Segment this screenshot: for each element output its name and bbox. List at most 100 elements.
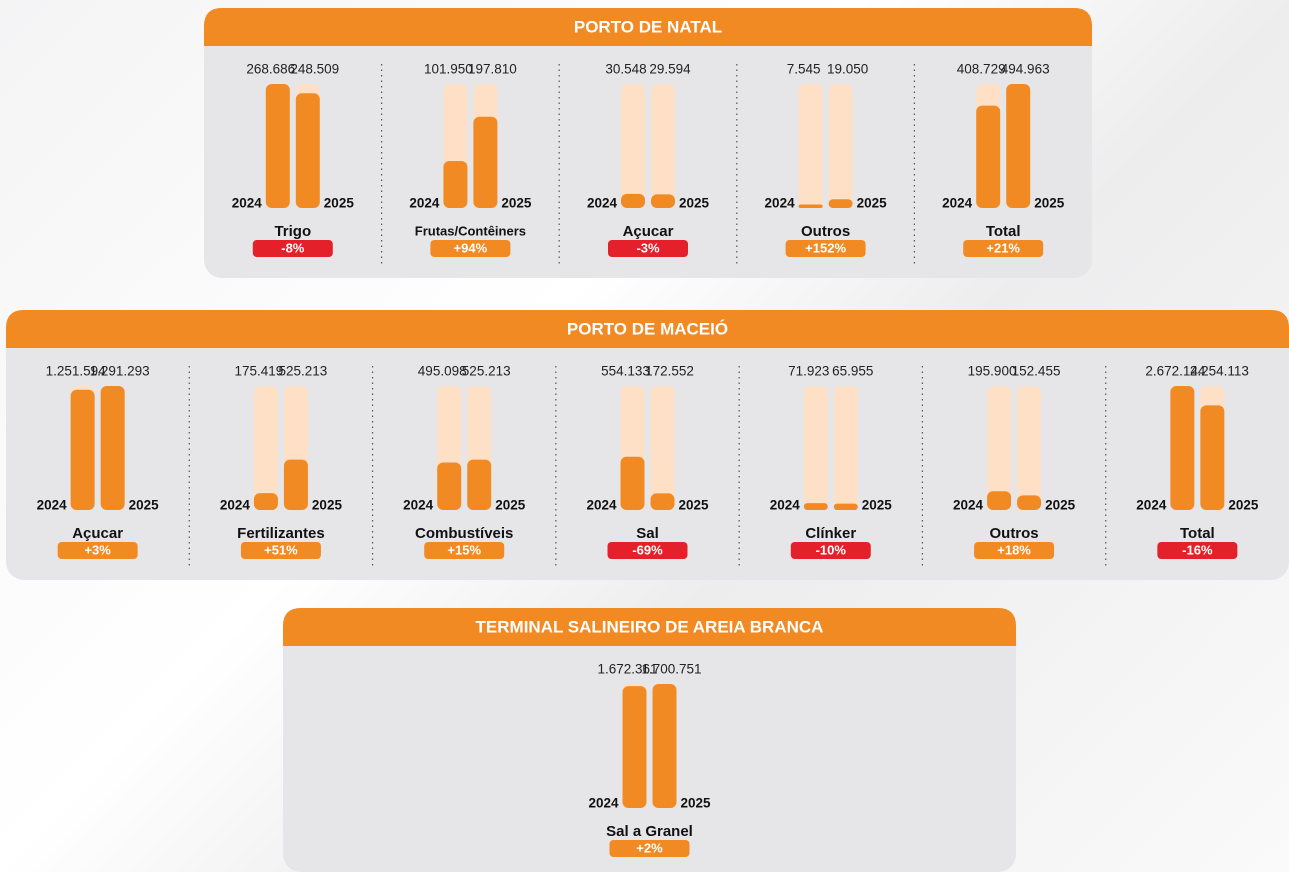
item-name: Trigo xyxy=(274,223,311,240)
bar xyxy=(283,459,308,510)
item-name: Sal xyxy=(636,525,659,542)
year-label: 2024 xyxy=(403,498,434,513)
value-label: 195.900 xyxy=(968,364,1017,379)
bar-track xyxy=(833,386,858,510)
item-name: Açucar xyxy=(72,525,123,542)
year-label: 2024 xyxy=(37,498,68,513)
bar xyxy=(1170,386,1195,510)
change-label: -3% xyxy=(636,240,660,255)
bar-track xyxy=(253,386,278,510)
value-label: 494.963 xyxy=(1001,62,1050,77)
item-name: Frutas/Contêiners xyxy=(415,223,526,238)
value-label: 1.700.751 xyxy=(641,662,701,677)
panel xyxy=(283,608,1016,872)
year-label: 2024 xyxy=(409,196,440,211)
change-label: +94% xyxy=(454,240,488,255)
item-name: Outros xyxy=(989,525,1038,542)
value-label: 525.213 xyxy=(279,364,328,379)
bar xyxy=(803,503,828,510)
change-label: +51% xyxy=(264,542,298,557)
year-label: 2025 xyxy=(501,196,532,211)
year-label: 2024 xyxy=(232,196,263,211)
item-name: Total xyxy=(1180,525,1215,542)
value-label: 175.419 xyxy=(235,364,284,379)
year-label: 2025 xyxy=(1045,498,1076,513)
panel-header xyxy=(283,608,1016,646)
bar xyxy=(650,493,675,510)
year-label: 2024 xyxy=(765,196,796,211)
item-name: Total xyxy=(986,223,1021,240)
change-badge xyxy=(424,542,505,559)
bar xyxy=(798,204,823,208)
year-label: 2024 xyxy=(942,196,973,211)
year-label: 2025 xyxy=(1228,498,1259,513)
value-label: 197.810 xyxy=(468,62,517,77)
item-name: Clínker xyxy=(805,525,856,542)
value-label: 71.923 xyxy=(788,364,829,379)
item-name: Combustíveis xyxy=(415,525,513,542)
bar xyxy=(100,386,125,510)
value-label: 525.213 xyxy=(462,364,511,379)
bar xyxy=(622,686,647,808)
bar xyxy=(1006,84,1031,208)
value-label: 2.672.144 xyxy=(1145,364,1206,379)
panel-header xyxy=(6,310,1289,348)
bar-track xyxy=(621,84,645,208)
year-label: 2025 xyxy=(312,498,343,513)
bar xyxy=(652,684,677,808)
item-name: Sal a Granel xyxy=(606,823,693,840)
item-name: Açucar xyxy=(623,223,674,240)
change-label: +21% xyxy=(986,240,1020,255)
bar xyxy=(253,493,278,510)
bar-track xyxy=(803,386,828,510)
bar-track xyxy=(1017,386,1042,510)
bar xyxy=(437,462,462,510)
value-label: 65.955 xyxy=(832,364,873,379)
value-label: 248.509 xyxy=(290,62,339,77)
change-badge xyxy=(609,840,690,857)
change-badge xyxy=(785,240,866,257)
change-label: -8% xyxy=(281,240,305,255)
value-label: 1.672.361 xyxy=(597,662,657,677)
value-label: 152.455 xyxy=(1012,364,1061,379)
year-label: 2024 xyxy=(586,498,617,513)
bar xyxy=(833,503,858,510)
bar xyxy=(828,199,853,208)
change-badge xyxy=(790,542,871,559)
change-label: -16% xyxy=(1182,542,1213,557)
change-badge xyxy=(963,240,1044,257)
year-label: 2024 xyxy=(953,498,984,513)
panel xyxy=(204,8,1092,278)
change-badge xyxy=(57,542,138,559)
change-label: -10% xyxy=(816,542,847,557)
year-label: 2025 xyxy=(495,498,526,513)
value-label: 408.729 xyxy=(957,62,1006,77)
change-badge xyxy=(607,542,688,559)
bar xyxy=(620,456,645,510)
value-label: 554.133 xyxy=(601,364,650,379)
panel-title: TERMINAL SALINEIRO DE AREIA BRANCA xyxy=(476,617,824,636)
value-label: 101.950 xyxy=(424,62,473,77)
change-label: +2% xyxy=(636,840,663,855)
year-label: 2024 xyxy=(770,498,801,513)
bar xyxy=(265,84,290,208)
panel xyxy=(6,310,1289,580)
year-label: 2025 xyxy=(679,498,710,513)
value-label: 495.098 xyxy=(418,364,467,379)
year-label: 2025 xyxy=(681,796,712,811)
bar-track xyxy=(828,84,853,208)
bar-track xyxy=(987,386,1012,510)
year-label: 2025 xyxy=(324,196,355,211)
value-label: 30.548 xyxy=(605,62,646,77)
change-label: +18% xyxy=(997,542,1031,557)
panel-title: PORTO DE MACEIÓ xyxy=(567,319,728,338)
year-label: 2024 xyxy=(1136,498,1167,513)
bar-track xyxy=(650,386,675,510)
change-badge xyxy=(252,240,333,257)
change-badge xyxy=(240,542,321,559)
value-label: 1.251.594 xyxy=(46,364,107,379)
change-label: +152% xyxy=(805,240,846,255)
bar xyxy=(70,389,95,510)
panel-title: PORTO DE NATAL xyxy=(574,17,722,36)
change-badge xyxy=(608,240,688,257)
